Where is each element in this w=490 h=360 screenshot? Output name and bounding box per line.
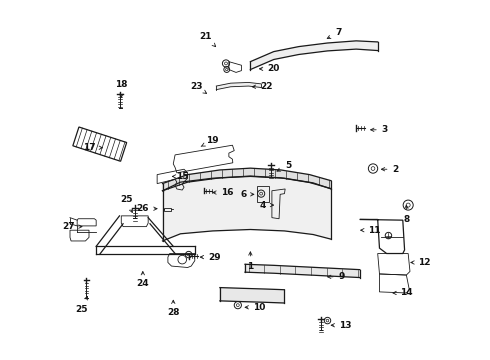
Text: 3: 3 <box>370 125 388 134</box>
Text: 23: 23 <box>190 82 207 93</box>
Text: 21: 21 <box>199 32 216 47</box>
Text: 9: 9 <box>328 272 345 281</box>
Text: 18: 18 <box>115 81 127 98</box>
Polygon shape <box>245 264 360 278</box>
Text: 8: 8 <box>403 205 410 224</box>
Text: 17: 17 <box>83 143 102 152</box>
Text: 27: 27 <box>62 222 82 231</box>
Polygon shape <box>163 176 331 241</box>
Polygon shape <box>216 82 261 90</box>
Text: 28: 28 <box>167 300 179 317</box>
Text: 25: 25 <box>121 195 133 212</box>
Polygon shape <box>220 288 285 303</box>
Bar <box>164 208 171 211</box>
Text: 26: 26 <box>137 204 157 213</box>
Text: 12: 12 <box>411 258 431 267</box>
Text: 6: 6 <box>240 190 254 199</box>
Text: 7: 7 <box>327 28 342 39</box>
Text: 29: 29 <box>200 253 221 262</box>
Text: 24: 24 <box>137 271 149 288</box>
Polygon shape <box>163 168 331 191</box>
Text: 1: 1 <box>247 252 253 271</box>
Text: 14: 14 <box>393 288 413 297</box>
Text: 25: 25 <box>75 296 88 314</box>
Text: 5: 5 <box>277 161 291 171</box>
Text: 15: 15 <box>172 172 189 181</box>
Text: 20: 20 <box>260 64 280 73</box>
Text: 10: 10 <box>245 303 266 312</box>
Text: 11: 11 <box>361 226 380 235</box>
Text: 4: 4 <box>260 201 273 210</box>
Text: 22: 22 <box>252 82 273 91</box>
Text: 2: 2 <box>381 165 399 174</box>
Text: 19: 19 <box>201 136 219 147</box>
Text: 16: 16 <box>213 188 233 197</box>
Text: 13: 13 <box>331 321 352 330</box>
Polygon shape <box>250 41 378 69</box>
